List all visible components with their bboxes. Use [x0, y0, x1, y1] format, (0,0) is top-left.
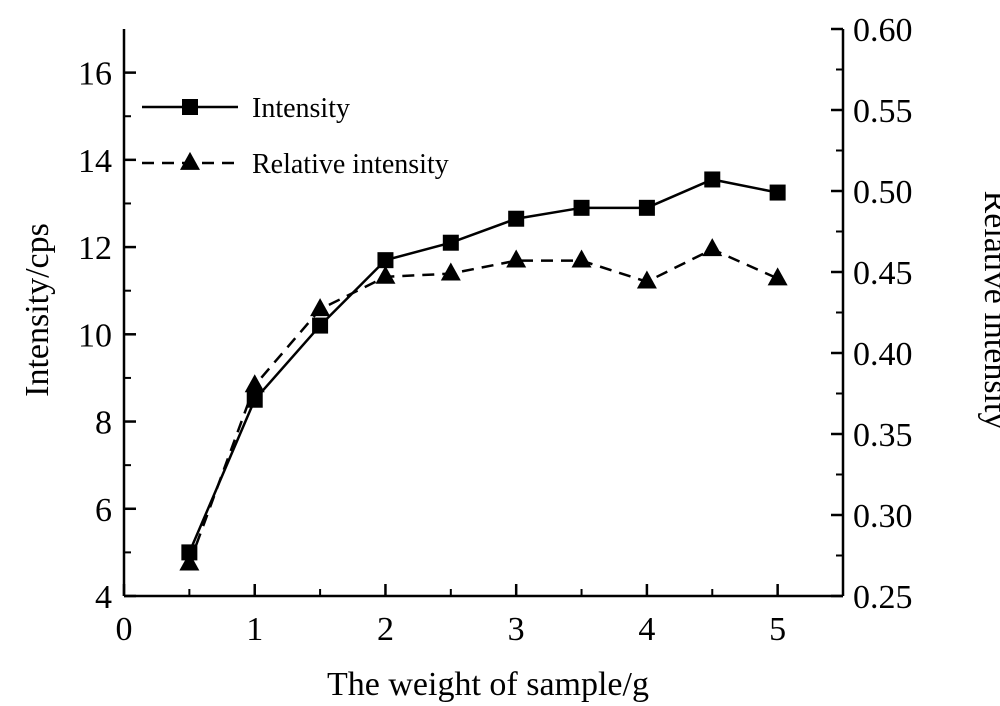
left-y-tick-label: 8 [95, 405, 112, 442]
data-point [573, 199, 590, 216]
x-tick-label: 2 [377, 611, 394, 648]
left-y-tick-label: 4 [95, 579, 112, 616]
series-relative-intensity [179, 238, 788, 571]
x-tick-label: 1 [246, 611, 263, 648]
data-point [375, 265, 396, 284]
x-tick-label: 4 [638, 611, 655, 648]
right-y-tick-label: 0.25 [853, 579, 913, 616]
data-point [769, 184, 786, 201]
right-y-tick-label: 0.50 [853, 174, 913, 211]
left-y-axis-title: Intensity/cps [19, 223, 56, 397]
series-layer [179, 171, 788, 571]
series-line [188, 178, 778, 553]
data-point [506, 249, 527, 268]
data-point [440, 262, 461, 281]
series-intensity [181, 171, 786, 561]
data-point [704, 171, 721, 188]
left-y-tick-label: 12 [78, 230, 112, 267]
legend-label: Relative intensity [252, 149, 449, 180]
x-tick-label: 3 [508, 611, 525, 648]
data-point [244, 374, 265, 393]
data-point [636, 270, 657, 289]
data-point [312, 317, 329, 334]
left-y-tick-label: 16 [78, 56, 112, 93]
data-point [571, 249, 592, 268]
data-point [179, 552, 200, 571]
right-y-tick-label: 0.30 [853, 498, 913, 535]
x-axis-title: The weight of sample/g [327, 666, 649, 703]
data-point [508, 210, 525, 227]
left-y-tick-label: 10 [78, 317, 112, 354]
data-point [246, 391, 263, 408]
right-y-tick-label: 0.40 [853, 336, 913, 373]
data-point [767, 267, 788, 286]
legend-label: Intensity [252, 93, 350, 124]
legend: Intensity Relative intensity [142, 93, 449, 180]
x-tick-label: 5 [769, 611, 786, 648]
data-point [310, 298, 331, 317]
right-y-tick-label: 0.55 [853, 93, 913, 130]
data-point [442, 234, 459, 251]
x-tick-label: 0 [116, 611, 133, 648]
right-y-tick-label: 0.45 [853, 255, 913, 292]
data-point [181, 544, 198, 561]
data-point [638, 199, 655, 216]
axes: 0 1 2 3 4 5468101214160.250.300.350.400.450.5… [78, 12, 913, 648]
legend-marker [180, 151, 200, 170]
right-y-tick-label: 0.35 [853, 417, 913, 454]
right-y-tick-label: 0.60 [853, 12, 913, 49]
series-line [188, 247, 779, 565]
right-y-axis-title: Relative intensity [977, 191, 1000, 430]
left-y-tick-label: 14 [78, 143, 112, 180]
legend-marker [182, 99, 198, 115]
data-point [702, 238, 723, 257]
left-y-tick-label: 6 [95, 492, 112, 529]
data-point [377, 252, 394, 269]
